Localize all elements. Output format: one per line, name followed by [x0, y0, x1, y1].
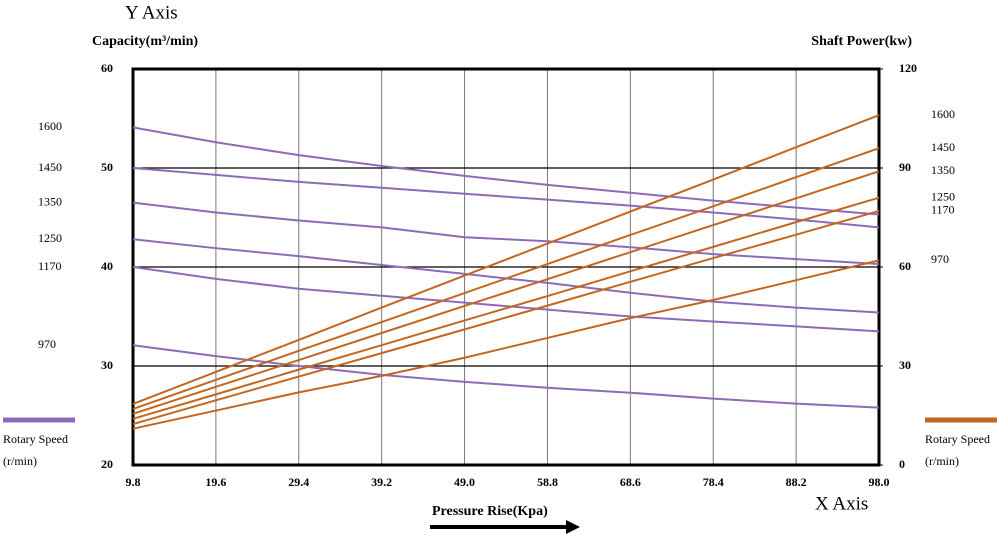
x-tick-label: 58.8	[537, 475, 558, 489]
series-label: 1600	[931, 107, 955, 121]
legend-unit: (r/min)	[3, 454, 37, 468]
series-line	[132, 344, 880, 409]
series-line	[132, 238, 880, 314]
series-line	[132, 201, 880, 266]
series-line	[132, 147, 880, 410]
x-tick-label: 19.6	[205, 475, 226, 489]
series-line	[132, 167, 880, 229]
series-line	[132, 114, 880, 405]
x-tick-label: 49.0	[454, 475, 475, 489]
y-label: Capacity(m³/min)	[92, 34, 198, 49]
y2-tick-label: 120	[899, 61, 917, 75]
series-label: 1250	[38, 231, 62, 245]
x-tick-label: 29.4	[288, 475, 309, 489]
series-label: 970	[38, 337, 56, 351]
y2-tick-label: 90	[899, 160, 911, 174]
x-tick-label: 68.6	[620, 475, 641, 489]
series-line	[132, 209, 880, 426]
y-axis-title: Y Axis	[125, 2, 178, 23]
series-line	[132, 196, 880, 420]
series-line	[132, 126, 880, 216]
series-label: 1170	[38, 259, 62, 273]
y-tick-label: 30	[101, 358, 113, 372]
series-label: 1350	[931, 163, 955, 177]
series-label: 1450	[931, 140, 955, 154]
x-tick-label: 9.8	[126, 475, 141, 489]
y-tick-label: 20	[101, 457, 113, 471]
x-arrowhead	[566, 520, 580, 534]
x-tick-label: 98.0	[869, 475, 890, 489]
series-label: 1170	[931, 203, 955, 217]
y2-tick-label: 0	[899, 457, 905, 471]
x-tick-label: 88.2	[786, 475, 807, 489]
series-label: 1450	[38, 160, 62, 174]
legend-unit: (r/min)	[925, 454, 959, 468]
x-tick-label: 39.2	[371, 475, 392, 489]
series-label: 1600	[38, 119, 62, 133]
y2-tick-label: 60	[899, 259, 911, 273]
series-label: 1250	[931, 189, 955, 203]
y-tick-label: 50	[101, 160, 113, 174]
x-tick-label: 78.4	[703, 475, 724, 489]
series-line	[132, 170, 880, 415]
x-axis-title: X Axis	[815, 493, 868, 514]
legend-label: Rotary Speed	[925, 432, 990, 446]
series-label: 970	[931, 252, 949, 266]
y2-label: Shaft Power(kw)	[811, 34, 912, 49]
series-label: 1350	[38, 194, 62, 208]
series-line	[132, 266, 880, 333]
y-tick-label: 40	[101, 259, 113, 273]
series-line	[132, 259, 880, 430]
legend-label: Rotary Speed	[3, 432, 68, 446]
x-label: Pressure Rise(Kpa)	[432, 504, 548, 519]
y-tick-label: 60	[101, 61, 113, 75]
y2-tick-label: 30	[899, 358, 911, 372]
